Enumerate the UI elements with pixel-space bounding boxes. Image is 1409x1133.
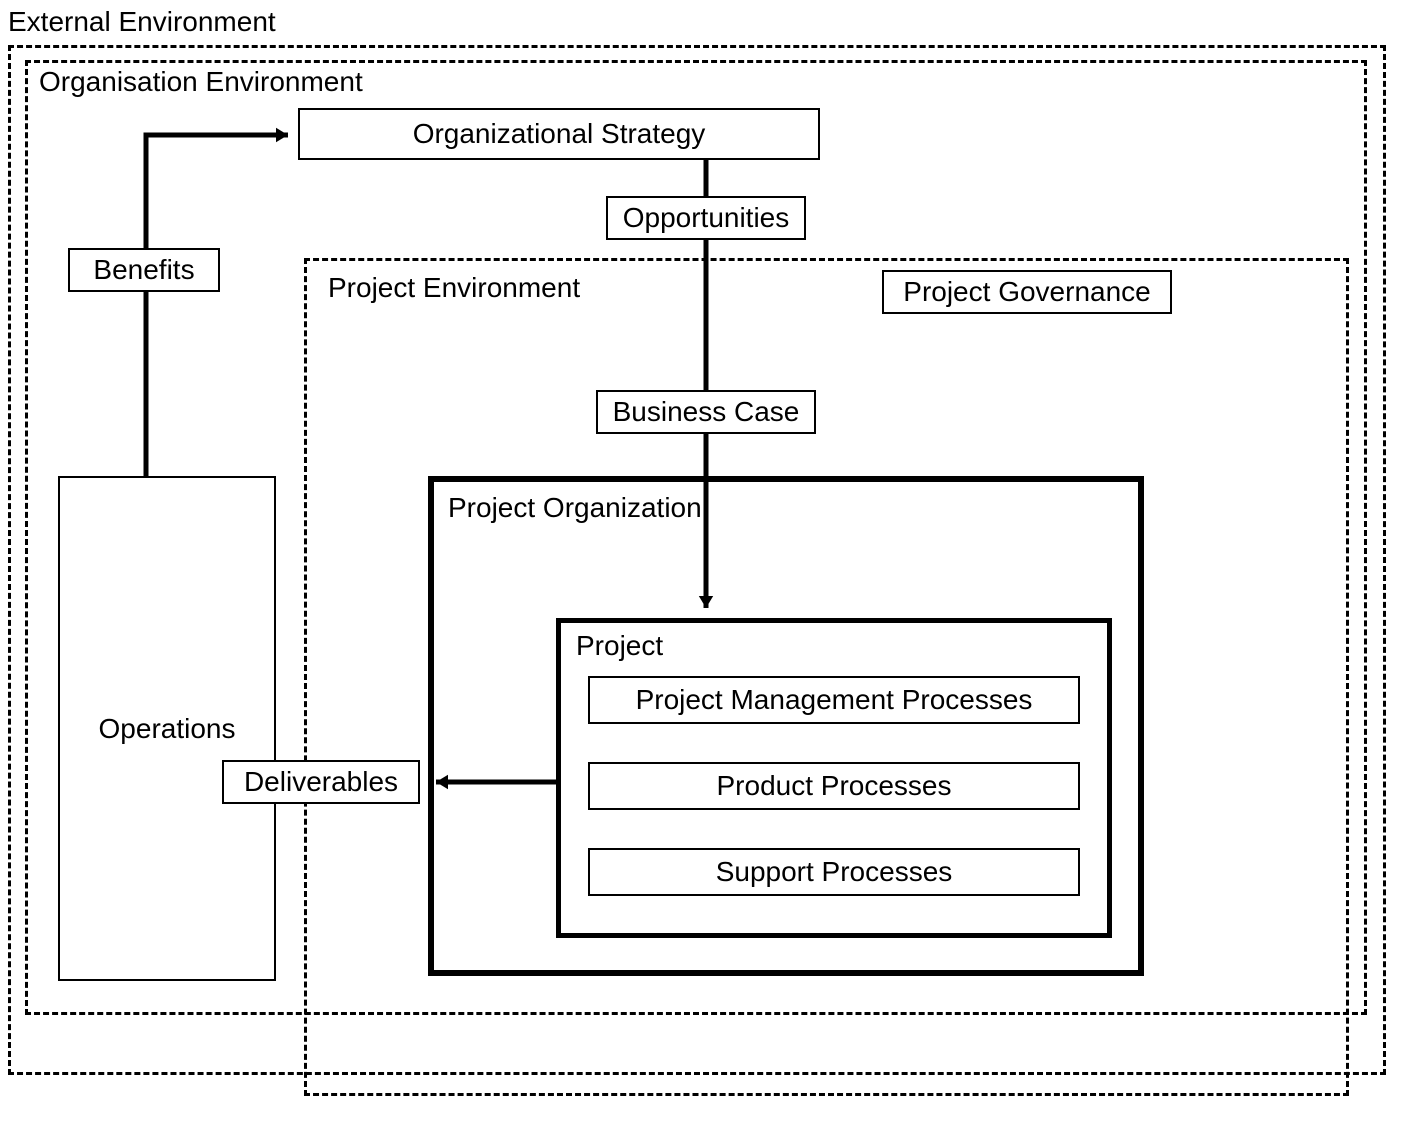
project-environment-diagram: External Environment Organisation Enviro… [0,0,1409,1133]
project-governance-node: Project Governance [882,270,1172,314]
project-env-label: Project Environment [324,272,584,304]
benefits-node: Benefits [68,248,220,292]
product-processes-node: Product Processes [588,762,1080,810]
pm-processes-node: Project Management Processes [588,676,1080,724]
business-case-node: Business Case [596,390,816,434]
operations-node: Operations [58,476,276,981]
deliverables-node: Deliverables [222,760,420,804]
project-org-label: Project Organization [448,492,702,524]
support-processes-node: Support Processes [588,848,1080,896]
org-strategy-node: Organizational Strategy [298,108,820,160]
project-label: Project [576,630,663,662]
org-env-label: Organisation Environment [35,66,367,98]
external-env-label: External Environment [8,6,276,38]
opportunities-node: Opportunities [606,196,806,240]
